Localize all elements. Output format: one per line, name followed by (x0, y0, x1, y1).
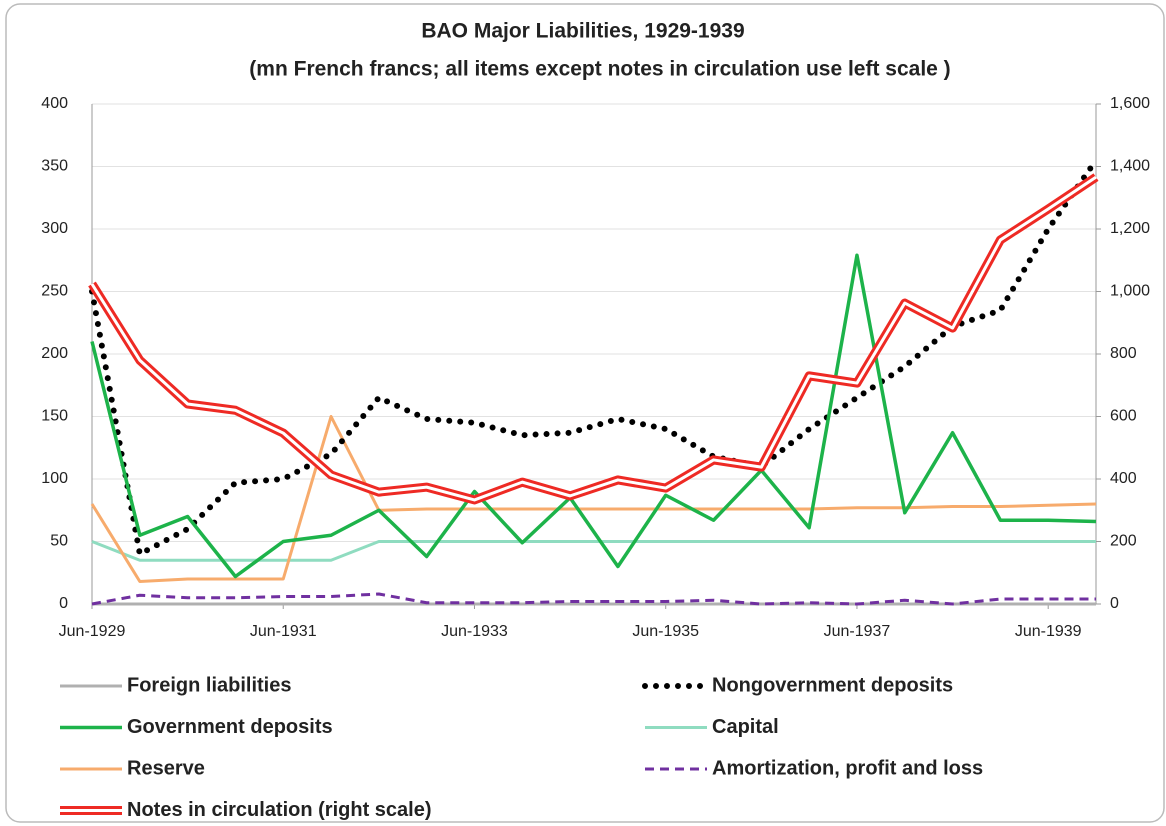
y-tick-label: 100 (41, 470, 68, 487)
x-tick-label: Jun-1933 (441, 623, 508, 640)
legend-label: Notes in circulation (right scale) (127, 799, 432, 821)
y2-tick-label: 800 (1110, 345, 1137, 362)
frame (5, 3, 1165, 823)
legend-label: Government deposits (127, 716, 333, 738)
y-tick-label: 50 (50, 533, 68, 550)
x-tick-label: Jun-1937 (824, 623, 891, 640)
series-line-inner (90, 175, 1097, 502)
chart-title: BAO Major Liabilities, 1929-1939 (421, 20, 744, 43)
y2-tick-label: 1,600 (1110, 95, 1150, 112)
legend-label: Amortization, profit and loss (712, 757, 983, 779)
y-tick-label: 400 (41, 95, 68, 112)
y2-tick-label: 1,000 (1110, 283, 1150, 300)
legend-label: Foreign liabilities (127, 674, 291, 696)
y2-tick-label: 1,200 (1110, 220, 1150, 237)
x-tick-label: Jun-1935 (632, 623, 699, 640)
y-tick-label: 0 (59, 595, 68, 612)
y2-tick-label: 400 (1110, 470, 1137, 487)
y-tick-label: 250 (41, 283, 68, 300)
series-line (90, 253, 1097, 579)
legend-label: Nongovernment deposits (712, 674, 953, 696)
y-tick-label: 350 (41, 158, 68, 175)
x-tick-label: Jun-1931 (250, 623, 317, 640)
y-tick-label: 200 (41, 345, 68, 362)
y-tick-label: 300 (41, 220, 68, 237)
y-tick-label: 150 (41, 408, 68, 425)
y2-tick-label: 0 (1110, 595, 1119, 612)
y2-tick-label: 200 (1110, 533, 1137, 550)
x-tick-label: Jun-1939 (1015, 623, 1082, 640)
y2-tick-label: 1,400 (1110, 158, 1150, 175)
series-line (91, 592, 1096, 606)
chart-subtitle: (mn French francs; all items except note… (249, 58, 950, 81)
legend-label: Capital (712, 716, 779, 738)
y2-tick-label: 600 (1110, 408, 1137, 425)
series-line (90, 415, 1097, 583)
x-tick-label: Jun-1929 (59, 623, 126, 640)
legend-label: Reserve (127, 757, 205, 779)
